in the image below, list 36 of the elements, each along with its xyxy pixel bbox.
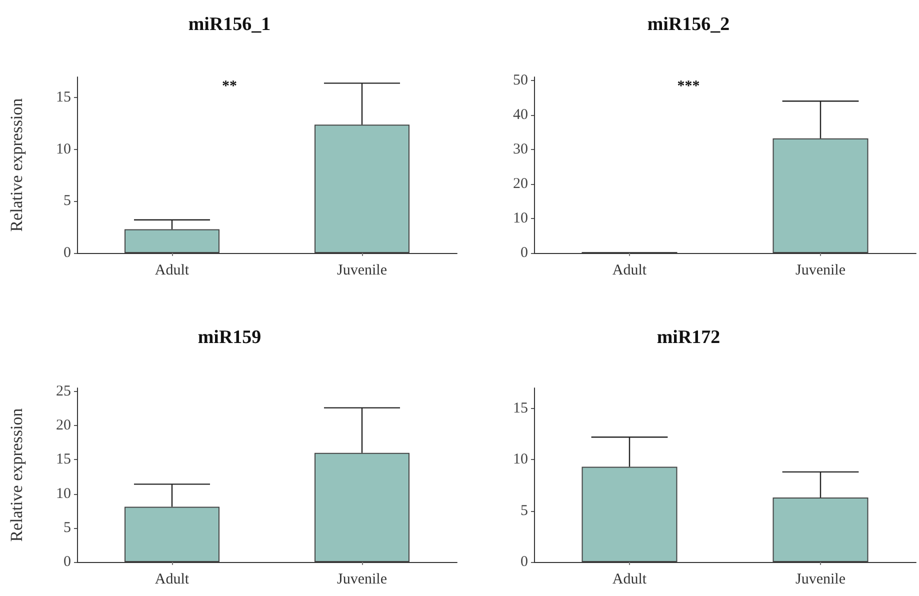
- y-tick-label: 10: [513, 210, 528, 226]
- y-tick-label: 5: [520, 502, 528, 519]
- y-tick-label: 0: [64, 554, 71, 570]
- x-tick-label: Juvenile: [796, 262, 846, 278]
- y-tick-label: 10: [56, 486, 71, 502]
- y-tick-label: 5: [64, 520, 71, 536]
- y-axis-title: Relative expression: [7, 408, 26, 542]
- y-tick-label: 30: [513, 141, 528, 158]
- chart-title: miR159: [198, 327, 262, 348]
- y-tick-label: 15: [56, 452, 71, 468]
- x-tick-label: Adult: [154, 572, 190, 588]
- annotation: **: [222, 78, 237, 94]
- y-tick-label: 0: [520, 554, 528, 570]
- y-axis-title: Relative expression: [7, 98, 26, 232]
- y-tick-label: 50: [513, 72, 528, 88]
- y-tick-label: 5: [64, 193, 71, 210]
- y-tick-label: 0: [64, 245, 71, 261]
- y-tick-label: 15: [513, 400, 528, 416]
- x-tick-label: Adult: [154, 262, 190, 278]
- y-tick-label: 20: [513, 176, 528, 192]
- x-tick-label: Juvenile: [337, 262, 388, 278]
- x-tick-label: Adult: [612, 262, 648, 278]
- y-tick-label: 0: [520, 245, 528, 261]
- y-tick-label: 10: [513, 452, 528, 468]
- y-tick-label: 25: [56, 383, 71, 400]
- chart-title: miR156_1: [188, 14, 271, 35]
- x-tick-label: Juvenile: [337, 572, 388, 588]
- y-tick-label: 10: [56, 141, 71, 158]
- chart-title: miR156_2: [647, 14, 730, 35]
- x-tick-label: Juvenile: [796, 572, 846, 588]
- y-tick-label: 15: [56, 90, 71, 106]
- x-tick-label: Adult: [612, 572, 648, 588]
- y-tick-label: 40: [513, 106, 528, 123]
- annotation: ***: [677, 78, 700, 94]
- chart-title: miR172: [656, 327, 720, 348]
- y-tick-label: 20: [56, 418, 71, 434]
